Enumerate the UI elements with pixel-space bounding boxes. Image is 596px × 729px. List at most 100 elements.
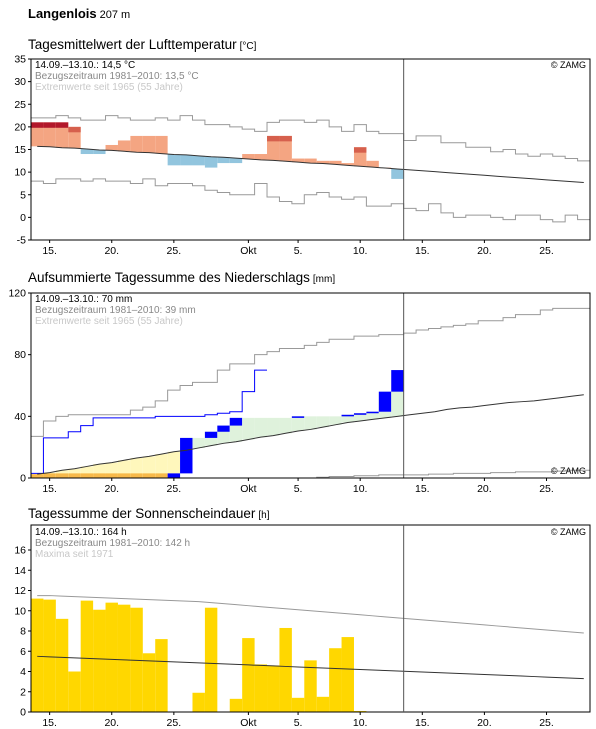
x-tick-label: 20. — [477, 717, 492, 729]
sunshine-bar — [204, 607, 218, 712]
sunshine-bar — [105, 602, 118, 712]
temperature-anomaly-bar — [180, 154, 193, 166]
info-reference: Bezugszeitraum 1981–2010: 142 h — [35, 538, 190, 549]
info-reference: Bezugszeitraum 1981–2010: 13,5 °C — [35, 71, 199, 82]
precipitation-anomaly-band — [80, 466, 94, 478]
temperature-strong-anomaly — [31, 122, 44, 128]
x-tick-label: Okt — [240, 245, 256, 257]
info-period: 14.09.–13.10.: 14,5 °C — [35, 60, 135, 71]
y-tick-label: 10 — [14, 167, 26, 179]
sunshine-bar — [267, 665, 280, 712]
precipitation-title-text: Aufsummierte Tagessumme des Niederschlag… — [28, 270, 310, 285]
temperature-strong-anomaly — [279, 135, 292, 142]
y-tick-label: 25 — [14, 99, 26, 111]
sunshine-title-text: Tagessumme der Sonnenscheindauer — [28, 506, 256, 521]
sunshine-bar — [304, 660, 317, 712]
sunshine-bar — [291, 697, 305, 712]
temperature-anomaly-bar — [130, 135, 143, 153]
precipitation-strong-deficit — [105, 473, 118, 478]
x-tick-label: 20. — [104, 245, 119, 257]
precipitation-daily-increment — [217, 425, 230, 432]
precipitation-anomaly-band — [242, 417, 255, 440]
x-tick-label: 15. — [415, 483, 430, 495]
precipitation-unit: [mm] — [312, 274, 336, 285]
sunshine-bar — [329, 648, 342, 712]
x-tick-label: 15. — [42, 483, 57, 495]
precipitation-daily-increment — [167, 473, 181, 478]
temperature-strong-anomaly — [267, 135, 280, 142]
x-tick-label: 25. — [167, 717, 182, 729]
sunshine-bar — [130, 607, 143, 712]
x-tick-label: 20. — [104, 483, 119, 495]
temperature-anomaly-bar — [279, 135, 292, 162]
precipitation-daily-increment — [180, 437, 193, 474]
precipitation-strong-deficit — [117, 473, 131, 478]
precipitation-strong-deficit — [142, 473, 156, 478]
sunshine-bar — [341, 637, 354, 712]
precipitation-strong-deficit — [93, 473, 106, 478]
precipitation-daily-increment — [366, 411, 379, 414]
x-tick-label: 25. — [539, 717, 554, 729]
x-tick-label: 5. — [294, 717, 303, 729]
temperature-anomaly-bar — [55, 122, 69, 148]
precipitation-daily-increment — [353, 413, 367, 415]
sunshine-bar — [155, 639, 168, 712]
precipitation-strong-deficit — [130, 473, 143, 478]
precipitation-anomaly-band — [254, 417, 268, 438]
x-tick-label: 5. — [294, 483, 303, 495]
x-tick-label: 10. — [353, 483, 368, 495]
copyright-text: © ZAMG — [551, 466, 586, 476]
temperature-anomaly-bar — [155, 135, 168, 154]
precipitation-daily-increment — [229, 417, 243, 426]
temperature-anomaly-bar — [267, 135, 280, 161]
copyright-text: © ZAMG — [551, 60, 586, 70]
x-tick-label: 15. — [42, 245, 57, 257]
temperature-anomaly-bar — [43, 122, 56, 147]
y-tick-label: -5 — [17, 235, 26, 247]
station-altitude: 207 m — [99, 9, 131, 21]
station-name: Langenlois — [28, 6, 97, 21]
precipitation-chart-title: Aufsummierte Tagessumme des Niederschlag… — [28, 270, 335, 285]
y-tick-label: 15 — [14, 144, 26, 156]
sunshine-bar — [68, 671, 81, 712]
precipitation-daily-increment — [341, 414, 354, 417]
temperature-chart-title: Tagesmittelwert der Lufttemperatur [°C] — [28, 37, 256, 52]
y-tick-label: 12 — [14, 585, 26, 597]
temperature-anomaly-bar — [93, 149, 106, 155]
y-tick-label: 16 — [14, 545, 26, 557]
y-tick-label: 40 — [14, 411, 26, 423]
copyright-text: © ZAMG — [551, 527, 586, 537]
sunshine-bar — [353, 710, 367, 712]
precipitation-daily-increment — [291, 416, 305, 418]
sunshine-bar — [316, 696, 330, 712]
climate-mean-line — [37, 145, 584, 184]
temperature-anomaly-bar — [80, 149, 94, 155]
y-tick-label: 80 — [14, 349, 26, 361]
y-tick-label: 8 — [20, 626, 26, 638]
precipitation-anomaly-band — [279, 417, 292, 434]
sunshine-bar — [229, 698, 243, 712]
x-tick-label: 25. — [167, 245, 182, 257]
sunshine-bar — [254, 664, 268, 712]
precipitation-daily-increment — [378, 391, 392, 412]
climate-mean-line — [37, 394, 584, 475]
x-tick-label: Okt — [240, 483, 256, 495]
precipitation-anomaly-band — [167, 451, 181, 474]
precipitation-daily-increment — [204, 431, 218, 438]
x-tick-label: 20. — [104, 717, 119, 729]
sunshine-bar — [117, 604, 131, 712]
y-tick-label: 35 — [14, 54, 26, 66]
temperature-anomaly-bar — [229, 158, 243, 164]
x-tick-label: 15. — [415, 245, 430, 257]
temperature-anomaly-bar — [117, 140, 131, 152]
sunshine-bar — [142, 653, 156, 712]
precipitation-strong-deficit — [31, 474, 44, 478]
temperature-anomaly-bar — [391, 168, 404, 179]
precipitation-chart: 0 40 80 120 15. 20. 25. Okt 5. 10. 15. 20. 25. 14.09.… — [8, 288, 591, 495]
y-tick-label: 10 — [14, 605, 26, 617]
precipitation-strong-deficit — [55, 473, 69, 478]
precipitation-anomaly-band — [267, 417, 280, 436]
sunshine-chart-title: Tagessumme der Sonnenscheindauer [h] — [28, 506, 270, 521]
x-tick-label: 20. — [477, 483, 492, 495]
climate-mean-line — [37, 655, 584, 680]
